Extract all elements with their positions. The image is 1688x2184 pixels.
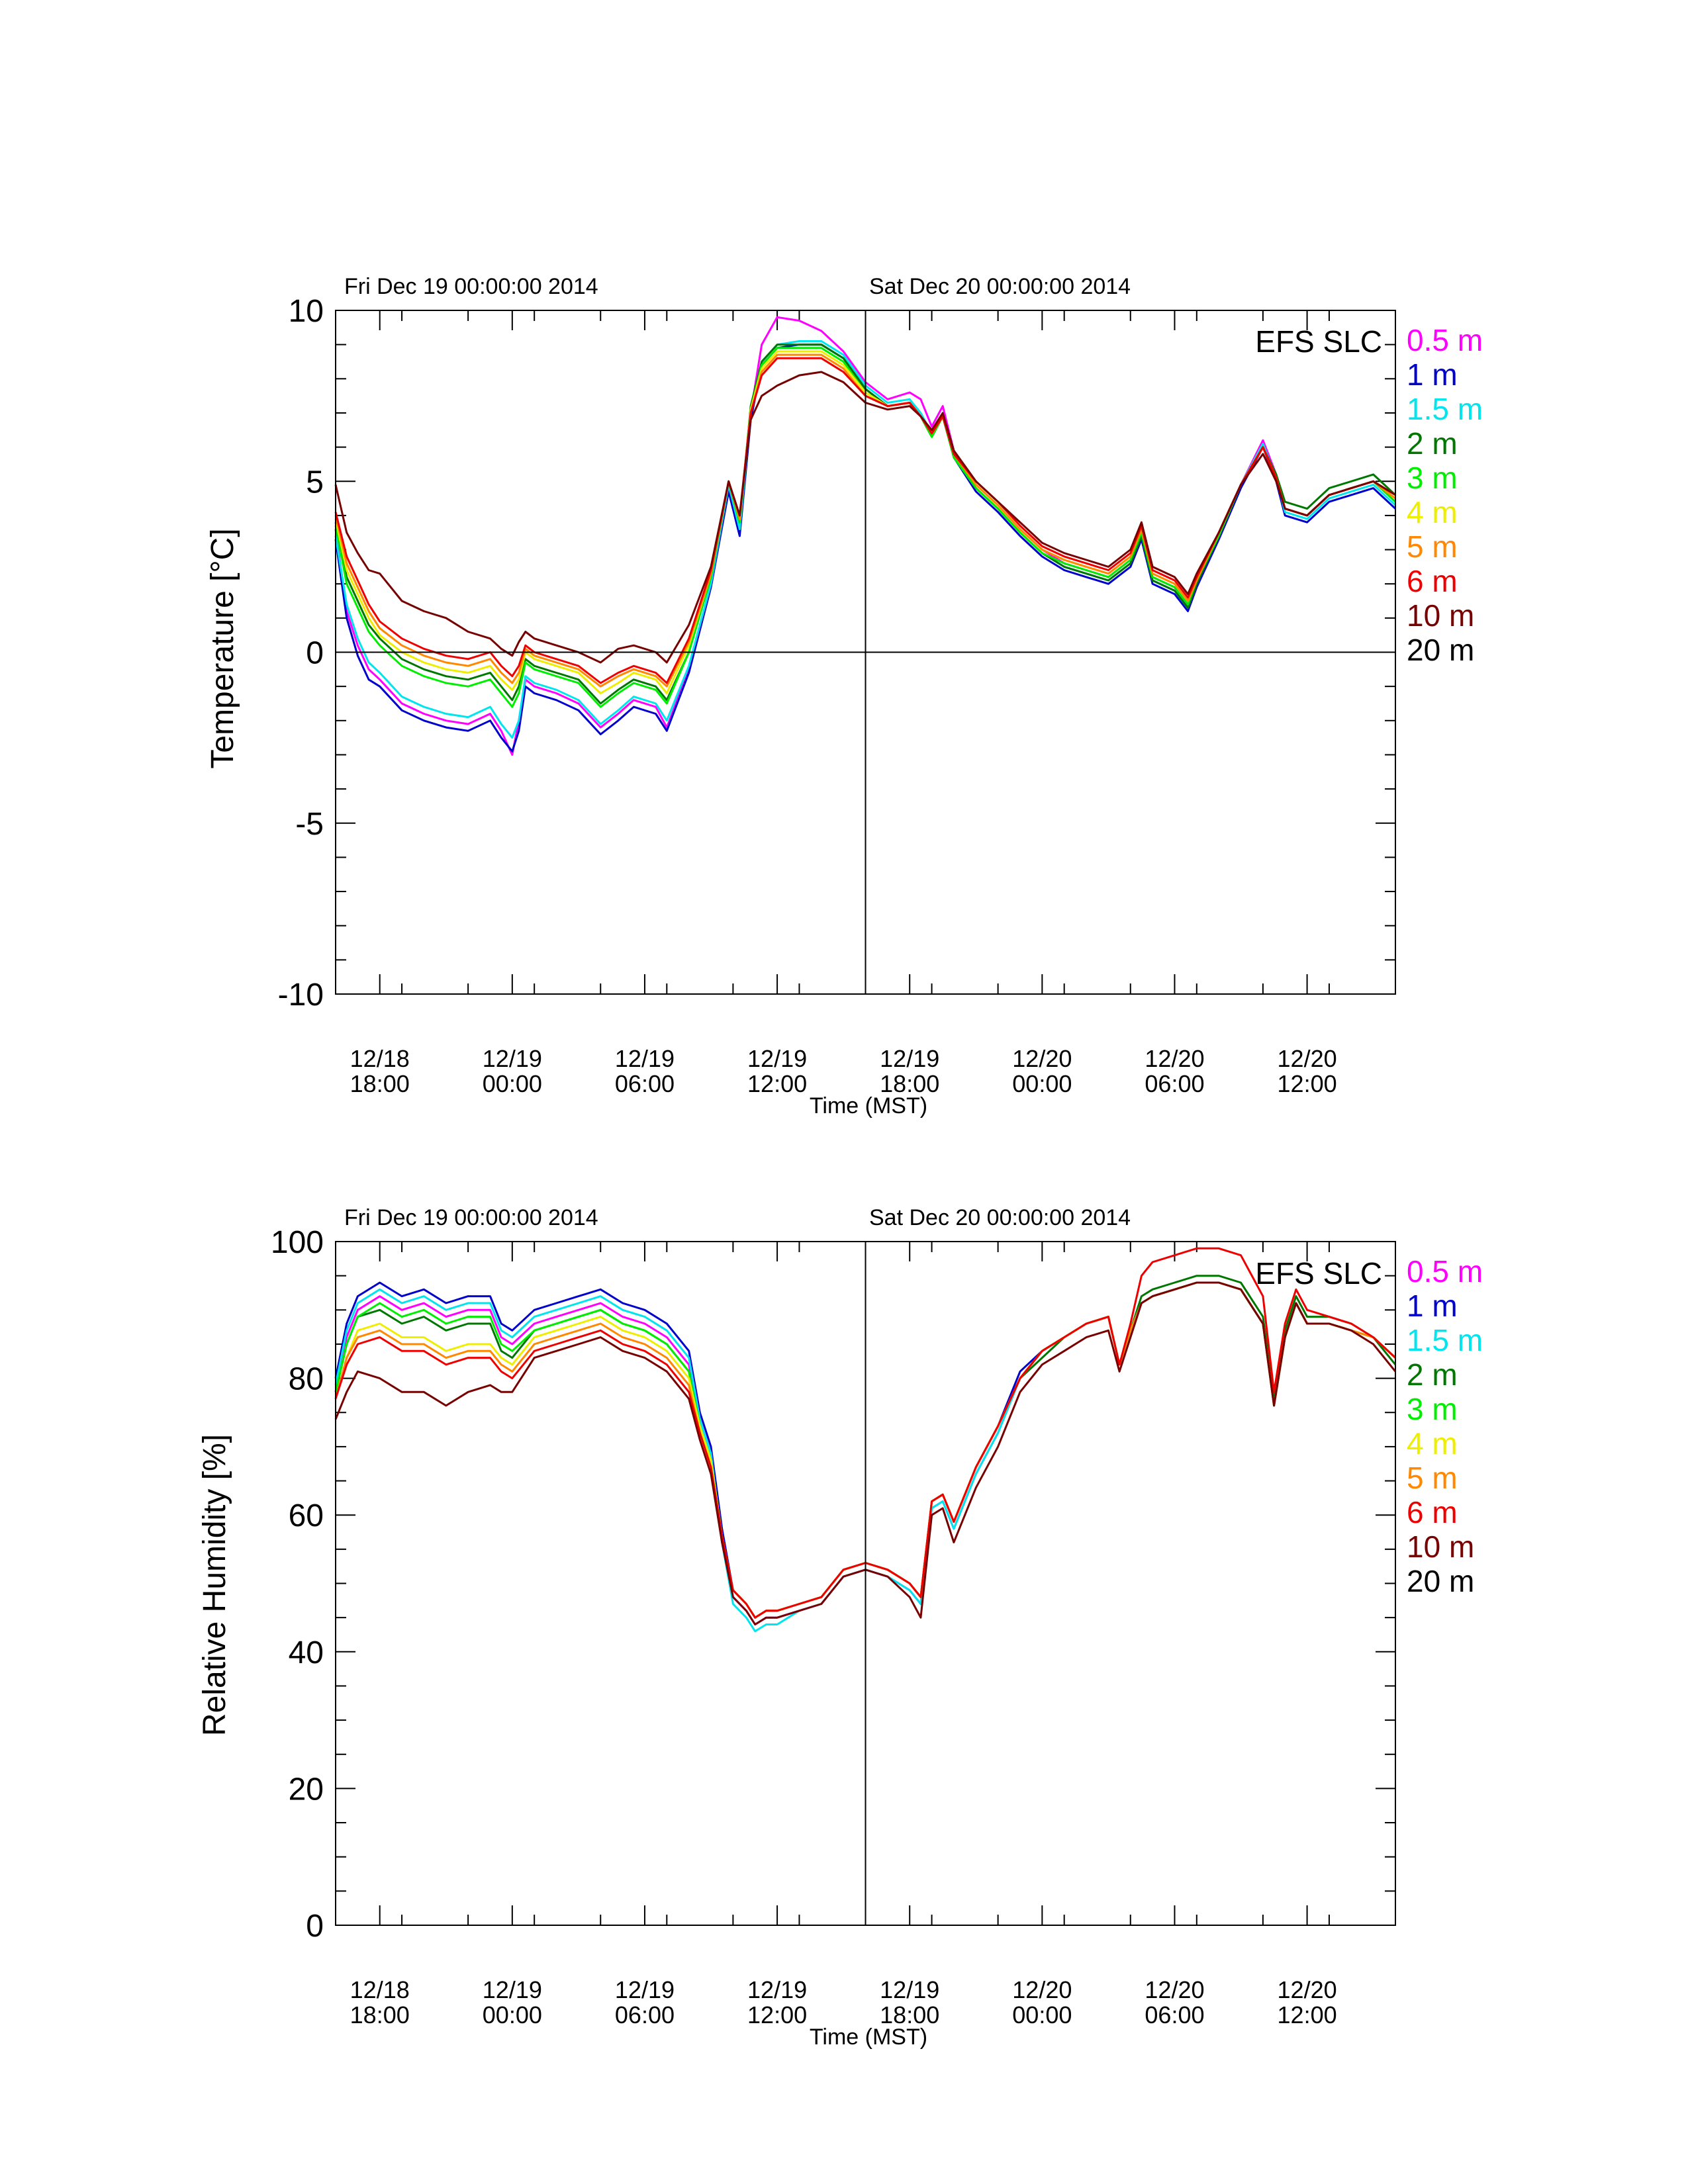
y-tick-label: 5 xyxy=(306,465,324,500)
temperature-series-group xyxy=(334,316,1397,756)
x-tick-label: 06:00 xyxy=(1145,1070,1204,1097)
x-tick-label: 18:00 xyxy=(880,1070,939,1097)
legend-entry: 2 m xyxy=(1407,426,1458,461)
x-tick-label: 12/20 xyxy=(1012,1976,1072,2003)
humidity-xtick-labels: 12/1818:0012/1900:0012/1906:0012/1912:00… xyxy=(350,1976,1337,2028)
x-tick-label: 12/18 xyxy=(350,1045,410,1072)
legend-entry: 4 m xyxy=(1407,1426,1458,1461)
x-tick-label: 12/20 xyxy=(1278,1045,1337,1072)
y-tick-label: 20 xyxy=(289,1772,324,1807)
x-tick-label: 12/19 xyxy=(615,1976,675,2003)
x-tick-label: 12/20 xyxy=(1012,1045,1072,1072)
x-tick-label: 12/19 xyxy=(483,1976,542,2003)
legend-entry: 5 m xyxy=(1407,1461,1458,1495)
temperature-x-axis-label: Time (MST) xyxy=(810,1093,927,1118)
x-tick-label: 12:00 xyxy=(1278,1070,1337,1097)
humidity-x-axis-label: Time (MST) xyxy=(810,2025,927,2050)
x-tick-label: 12:00 xyxy=(1278,2001,1337,2028)
y-tick-label: -5 xyxy=(295,807,324,842)
legend-entry: 10 m xyxy=(1407,1529,1474,1564)
x-tick-label: 06:00 xyxy=(1145,2001,1204,2028)
top-date-left: Fri Dec 19 00:00:00 2014 xyxy=(344,1205,598,1230)
x-tick-label: 12/20 xyxy=(1145,1976,1204,2003)
x-tick-label: 12/19 xyxy=(880,1045,939,1072)
legend-entry: 20 m xyxy=(1407,633,1474,667)
y-tick-label: 0 xyxy=(306,1909,324,1944)
y-tick-label: 80 xyxy=(289,1362,324,1397)
y-tick-label: 0 xyxy=(306,636,324,671)
top-date-right: Sat Dec 20 00:00:00 2014 xyxy=(869,1205,1131,1230)
humidity-station-label: EFS SLC xyxy=(1255,1256,1382,1291)
humidity-ytick-labels: 100 80 60 40 20 0 xyxy=(271,1225,324,1944)
legend-entry: 10 m xyxy=(1407,598,1474,633)
x-tick-label: 12/19 xyxy=(615,1045,675,1072)
series-line-10-mm xyxy=(334,371,1396,664)
legend-entry: 6 m xyxy=(1407,564,1458,598)
legend-entry: 4 m xyxy=(1407,495,1458,529)
legend-entry: 1 m xyxy=(1407,357,1458,392)
temperature-station-label: EFS SLC xyxy=(1255,324,1382,359)
humidity-y-axis-label: Relative Humidity [%] xyxy=(197,1434,232,1736)
x-tick-label: 12/19 xyxy=(880,1976,939,2003)
temperature-ytick-labels: 10 5 0 -5 -10 xyxy=(278,294,324,1013)
x-tick-label: 12/20 xyxy=(1278,1976,1337,2003)
x-tick-label: 12/19 xyxy=(483,1045,542,1072)
legend-entry: 1 m xyxy=(1407,1289,1458,1323)
series-line-6-mm xyxy=(334,357,1396,684)
x-tick-label: 00:00 xyxy=(483,1070,542,1097)
x-tick-label: 12/19 xyxy=(747,1045,807,1072)
y-tick-label: 60 xyxy=(289,1498,324,1533)
x-tick-label: 00:00 xyxy=(1012,1070,1072,1097)
temperature-legend: 0.5 m1 m1.5 m2 m3 m4 m5 m6 m10 m20 m xyxy=(1407,323,1483,667)
x-tick-label: 18:00 xyxy=(880,2001,939,2028)
x-tick-label: 12/20 xyxy=(1145,1045,1204,1072)
y-tick-label: 40 xyxy=(289,1635,324,1670)
x-tick-label: 12:00 xyxy=(747,1070,807,1097)
legend-entry: 2 m xyxy=(1407,1357,1458,1392)
temperature-panel: Fri Dec 19 00:00:00 2014 Sat Dec 20 00:0… xyxy=(205,274,1483,1118)
legend-entry: 3 m xyxy=(1407,461,1458,495)
x-tick-label: 06:00 xyxy=(615,2001,675,2028)
legend-entry: 3 m xyxy=(1407,1392,1458,1426)
y-tick-label: 10 xyxy=(289,294,324,329)
x-tick-label: 06:00 xyxy=(615,1070,675,1097)
legend-entry: 1.5 m xyxy=(1407,1323,1483,1357)
legend-entry: 1.5 m xyxy=(1407,392,1483,426)
x-tick-label: 00:00 xyxy=(483,2001,542,2028)
humidity-legend: 0.5 m1 m1.5 m2 m3 m4 m5 m6 m10 m20 m xyxy=(1407,1254,1483,1598)
y-tick-label: -10 xyxy=(278,978,324,1013)
legend-entry: 0.5 m xyxy=(1407,323,1483,357)
x-tick-label: 18:00 xyxy=(350,2001,410,2028)
x-tick-label: 12/18 xyxy=(350,1976,410,2003)
humidity-panel: Fri Dec 19 00:00:00 2014 Sat Dec 20 00:0… xyxy=(197,1205,1483,2050)
humidity-plot-frame xyxy=(335,1241,1396,1926)
x-tick-label: 12:00 xyxy=(747,2001,807,2028)
x-tick-label: 00:00 xyxy=(1012,2001,1072,2028)
temperature-xtick-labels: 12/1818:0012/1900:0012/1906:0012/1912:00… xyxy=(350,1045,1337,1097)
temperature-y-axis-label: Temperature [°C] xyxy=(205,528,240,768)
top-date-left: Fri Dec 19 00:00:00 2014 xyxy=(344,274,598,299)
legend-entry: 20 m xyxy=(1407,1564,1474,1598)
temperature-plot-frame xyxy=(335,310,1396,995)
legend-entry: 6 m xyxy=(1407,1495,1458,1529)
series-line-5-mm xyxy=(334,353,1396,688)
legend-entry: 0.5 m xyxy=(1407,1254,1483,1289)
x-tick-label: 12/19 xyxy=(747,1976,807,2003)
x-tick-label: 18:00 xyxy=(350,1070,410,1097)
legend-entry: 5 m xyxy=(1407,529,1458,564)
y-tick-label: 100 xyxy=(271,1225,324,1260)
series-line-2-mm xyxy=(334,343,1397,705)
top-date-right: Sat Dec 20 00:00:00 2014 xyxy=(869,274,1131,299)
